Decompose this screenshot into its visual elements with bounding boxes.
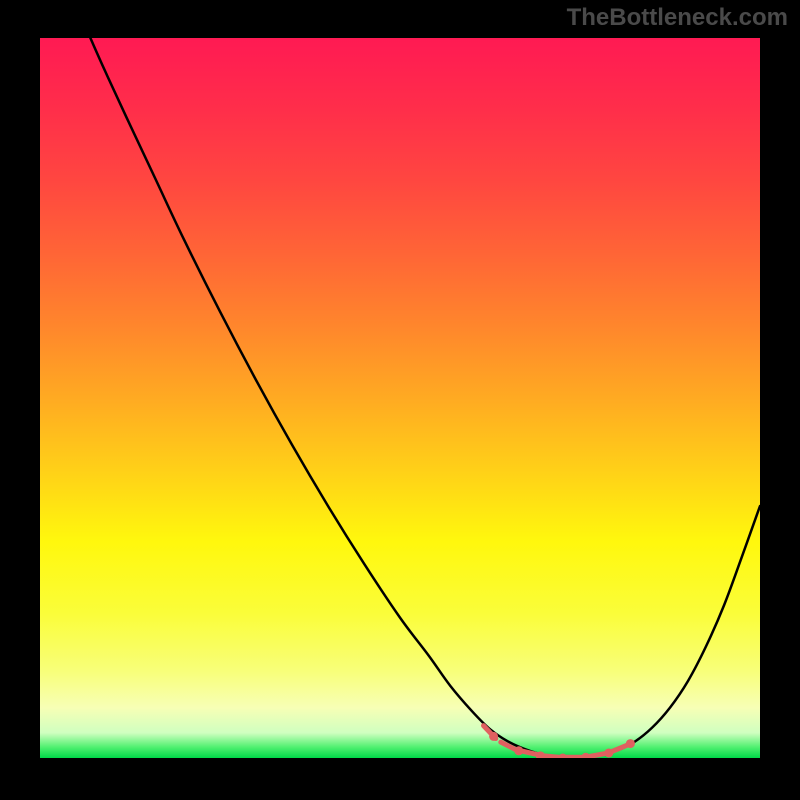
attribution-label: TheBottleneck.com [567, 4, 788, 32]
bottleneck-chart [40, 38, 760, 758]
plot-area [40, 38, 760, 758]
gradient-background [40, 38, 760, 758]
chart-container: TheBottleneck.com [0, 0, 800, 800]
